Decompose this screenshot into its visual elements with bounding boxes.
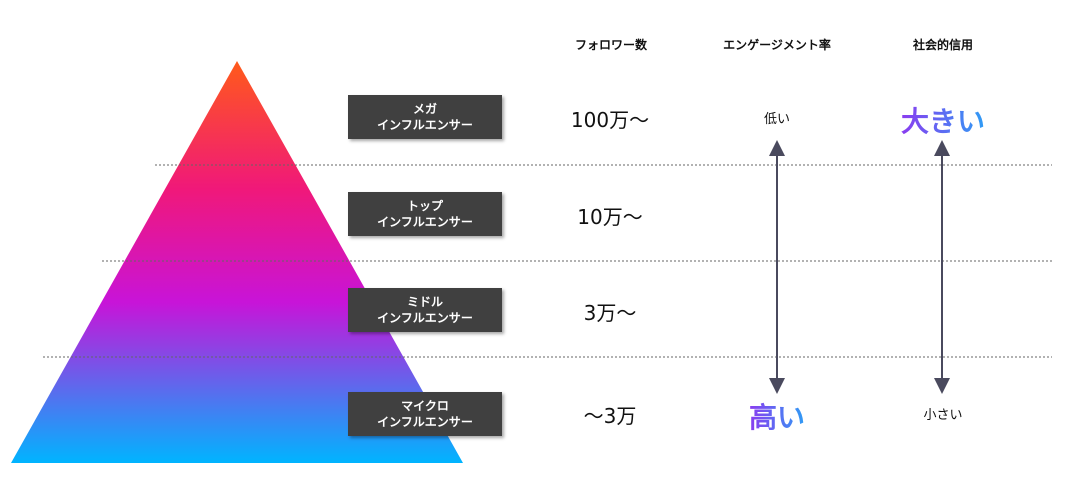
- engagement-low-label: 低い: [763, 112, 791, 127]
- tier-label-top: トップ インフルエンサー: [348, 192, 502, 236]
- tier-label-line1: マイクロ: [401, 399, 449, 413]
- followers-top: 10万〜: [577, 205, 643, 229]
- followers-middle: 3万〜: [583, 301, 637, 325]
- engagement-column-header: エンゲージメント率: [723, 38, 831, 52]
- tier-label-line2: インフルエンサー: [377, 415, 473, 429]
- tier-label-line1: ミドル: [406, 295, 443, 309]
- tier-label-micro: マイクロ インフルエンサー: [348, 392, 502, 436]
- pyramid-shape: [11, 61, 463, 463]
- tier-label-middle: ミドル インフルエンサー: [348, 288, 502, 332]
- credibility-large-label: 大きい: [901, 100, 985, 140]
- tier-label-line1: トップ: [406, 199, 443, 213]
- engagement-high-label: 高い: [749, 396, 805, 436]
- followers-mega: 100万〜: [570, 108, 650, 132]
- credibility-column-header: 社会的信用: [912, 38, 974, 52]
- followers-column-header: フォロワー数: [574, 38, 648, 52]
- followers-micro: 〜3万: [583, 404, 637, 428]
- tier-label-mega: メガ インフルエンサー: [348, 95, 502, 139]
- tier-label-line1: メガ: [412, 102, 437, 116]
- credibility-small-label: 小さい: [923, 408, 963, 423]
- tier-label-line2: インフルエンサー: [377, 215, 473, 229]
- tier-label-line2: インフルエンサー: [377, 118, 473, 132]
- tier-label-line2: インフルエンサー: [377, 311, 473, 325]
